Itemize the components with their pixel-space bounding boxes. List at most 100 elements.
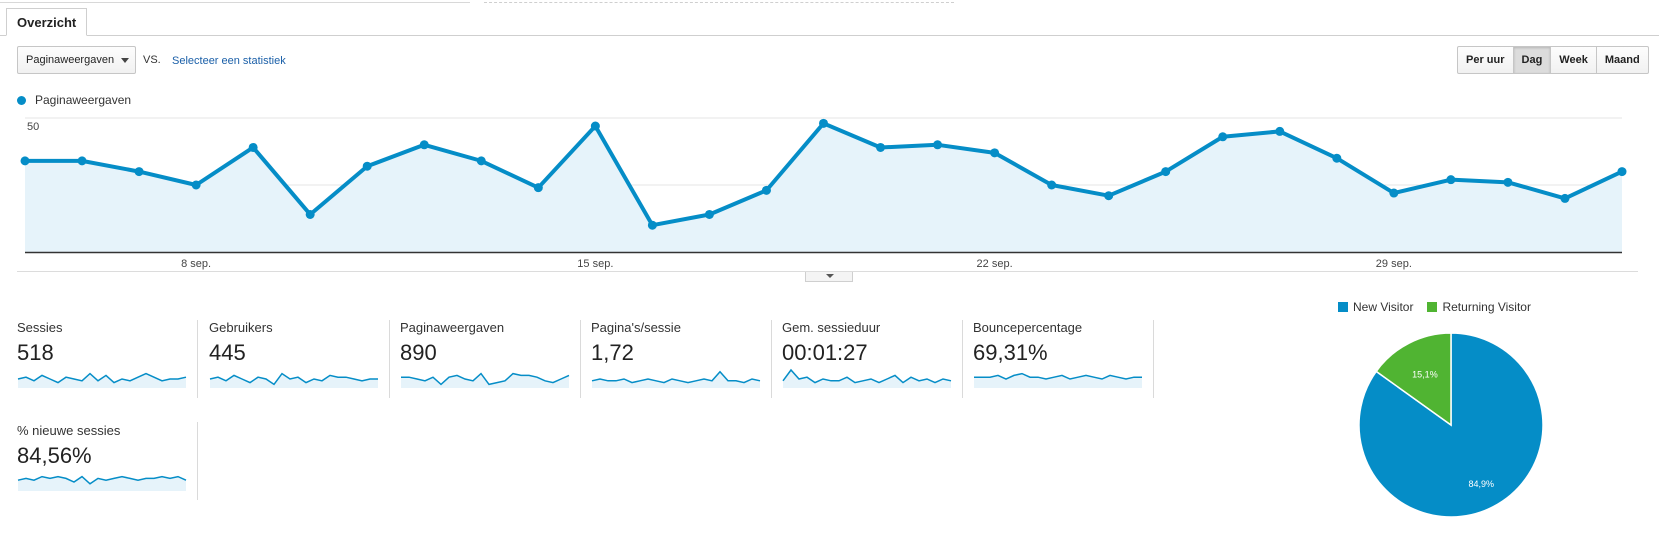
sparkline-area (974, 373, 1142, 388)
tab-baseline (0, 35, 1659, 36)
sparkline-line (209, 372, 378, 386)
pie-legend-label: Returning Visitor (1442, 300, 1531, 314)
data-point[interactable] (761, 185, 771, 195)
chevron-down-icon (826, 274, 834, 278)
tile-divider (389, 320, 390, 398)
sparkline (782, 368, 952, 388)
line-chart: 25508 sep.15 sep.22 sep.29 sep. (17, 117, 1638, 272)
data-point[interactable] (1275, 126, 1285, 136)
sparkline (17, 372, 187, 388)
tile-divider (197, 422, 198, 500)
pie-slice[interactable] (1358, 332, 1544, 518)
data-point[interactable] (933, 140, 943, 150)
tile-divider (197, 320, 198, 398)
x-tick-label: 29 sep. (1376, 258, 1412, 270)
chart-collapse-handle[interactable] (805, 272, 853, 282)
data-point[interactable] (1389, 188, 1399, 198)
data-point[interactable] (647, 220, 657, 230)
metric-label: Gebruikers (209, 320, 273, 335)
sparkline-line (401, 372, 570, 386)
sparkline (17, 475, 187, 491)
metric-value: 84,56% (17, 443, 92, 468)
y-tick-label: 50 (27, 121, 39, 133)
data-point[interactable] (191, 180, 201, 190)
legend-swatch-icon (1338, 302, 1348, 312)
pie-slice-label: 84,9% (1468, 479, 1494, 489)
metric-tile[interactable]: Paginaweergaven 890 (400, 320, 590, 400)
metric-value: 1,72 (591, 340, 634, 365)
legend-dot-icon (17, 95, 26, 105)
data-point[interactable] (248, 142, 258, 152)
maand-button[interactable]: Maand (1595, 46, 1649, 74)
metric-tile[interactable]: Gebruikers 445 (209, 320, 399, 400)
tile-divider (962, 320, 963, 398)
data-point[interactable] (1047, 180, 1057, 190)
sparkline-area (783, 370, 951, 388)
tile-divider (580, 320, 581, 398)
metric-label: Sessies (17, 320, 63, 335)
pie-slice-label: 15,1% (1412, 369, 1438, 379)
data-point[interactable] (1503, 177, 1513, 187)
x-tick-label: 22 sep. (977, 258, 1013, 270)
metric-label: Paginaweergaven (400, 320, 505, 335)
pie-legend-item: New Visitor (1338, 300, 1413, 314)
data-point[interactable] (990, 148, 1000, 158)
inactive-tab-edge (484, 0, 954, 3)
data-point[interactable] (1332, 153, 1342, 163)
sparkline-line (974, 372, 1142, 380)
data-point[interactable] (533, 183, 543, 193)
sparkline (209, 372, 378, 388)
data-point[interactable] (1104, 191, 1114, 201)
data-point[interactable] (1218, 132, 1228, 142)
data-point[interactable] (362, 161, 372, 171)
granularity-toggle: Per uur Dag Week Maand (1457, 46, 1649, 74)
metric-label: Pagina's/sessie (591, 320, 681, 335)
x-tick-label: 15 sep. (577, 258, 613, 270)
data-point[interactable] (876, 142, 886, 152)
chart-legend: Paginaweergaven (17, 93, 131, 107)
pie-legend-label: New Visitor (1353, 300, 1414, 314)
vs-label: VS. (143, 54, 161, 66)
data-point[interactable] (590, 121, 600, 131)
tab-overzicht[interactable]: Overzicht (6, 8, 88, 36)
data-point[interactable] (419, 140, 429, 150)
metric-value: 69,31% (973, 340, 1048, 365)
caret-down-icon (121, 58, 129, 63)
metric-value: 445 (209, 340, 246, 365)
data-point[interactable] (819, 118, 828, 128)
data-point[interactable] (476, 156, 486, 166)
inactive-tab-edge (0, 0, 470, 3)
data-point[interactable] (1446, 175, 1456, 185)
x-tick-label: 8 sep. (181, 258, 211, 270)
metric-label: Gem. sessieduur (782, 320, 881, 335)
sparkline-area (401, 373, 569, 388)
metric-tile[interactable]: Gem. sessieduur 00:01:27 (782, 320, 972, 400)
metric-tile[interactable]: Sessies 518 (17, 320, 207, 400)
sparkline-area (18, 373, 186, 388)
metric-tile[interactable]: Bouncepercentage 69,31% (973, 320, 1163, 400)
select-stat-link[interactable]: Selecteer een statistiek (172, 55, 286, 67)
sparkline (591, 370, 761, 388)
metric-value: 518 (17, 340, 54, 365)
data-point[interactable] (20, 156, 30, 166)
data-point[interactable] (305, 209, 315, 219)
sparkline (401, 372, 570, 388)
data-point[interactable] (1560, 193, 1570, 203)
sparkline-line (782, 368, 952, 384)
metric-select-value: Paginaweergaven (26, 54, 115, 66)
data-point[interactable] (1617, 167, 1627, 177)
metric-value: 890 (400, 340, 437, 365)
sparkline-area (18, 476, 186, 491)
metric-select[interactable]: Paginaweergaven (17, 46, 136, 74)
metric-label: Bouncepercentage (973, 320, 1083, 335)
pie-slice[interactable] (1375, 332, 1452, 427)
data-point[interactable] (77, 156, 87, 166)
data-point[interactable] (134, 167, 144, 177)
metric-tile[interactable]: % nieuwe sessies 84,56% (17, 423, 207, 503)
metric-tile[interactable]: Pagina's/sessie 1,72 (591, 320, 781, 400)
data-point[interactable] (704, 209, 714, 219)
series-area (25, 123, 1622, 252)
data-point[interactable] (1161, 167, 1171, 177)
sparkline-area (592, 371, 760, 388)
week-button[interactable]: Week (1550, 46, 1597, 74)
